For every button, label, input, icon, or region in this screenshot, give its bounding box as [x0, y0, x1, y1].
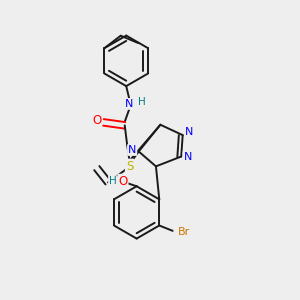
Text: O: O — [118, 175, 128, 188]
Text: N: N — [184, 152, 192, 161]
Text: N: N — [185, 127, 194, 136]
Text: H: H — [109, 176, 117, 186]
Text: S: S — [126, 160, 133, 172]
Text: H: H — [138, 98, 146, 107]
Text: Br: Br — [178, 227, 190, 237]
Text: O: O — [92, 114, 101, 128]
Text: N: N — [125, 99, 134, 109]
Text: N: N — [128, 145, 136, 155]
